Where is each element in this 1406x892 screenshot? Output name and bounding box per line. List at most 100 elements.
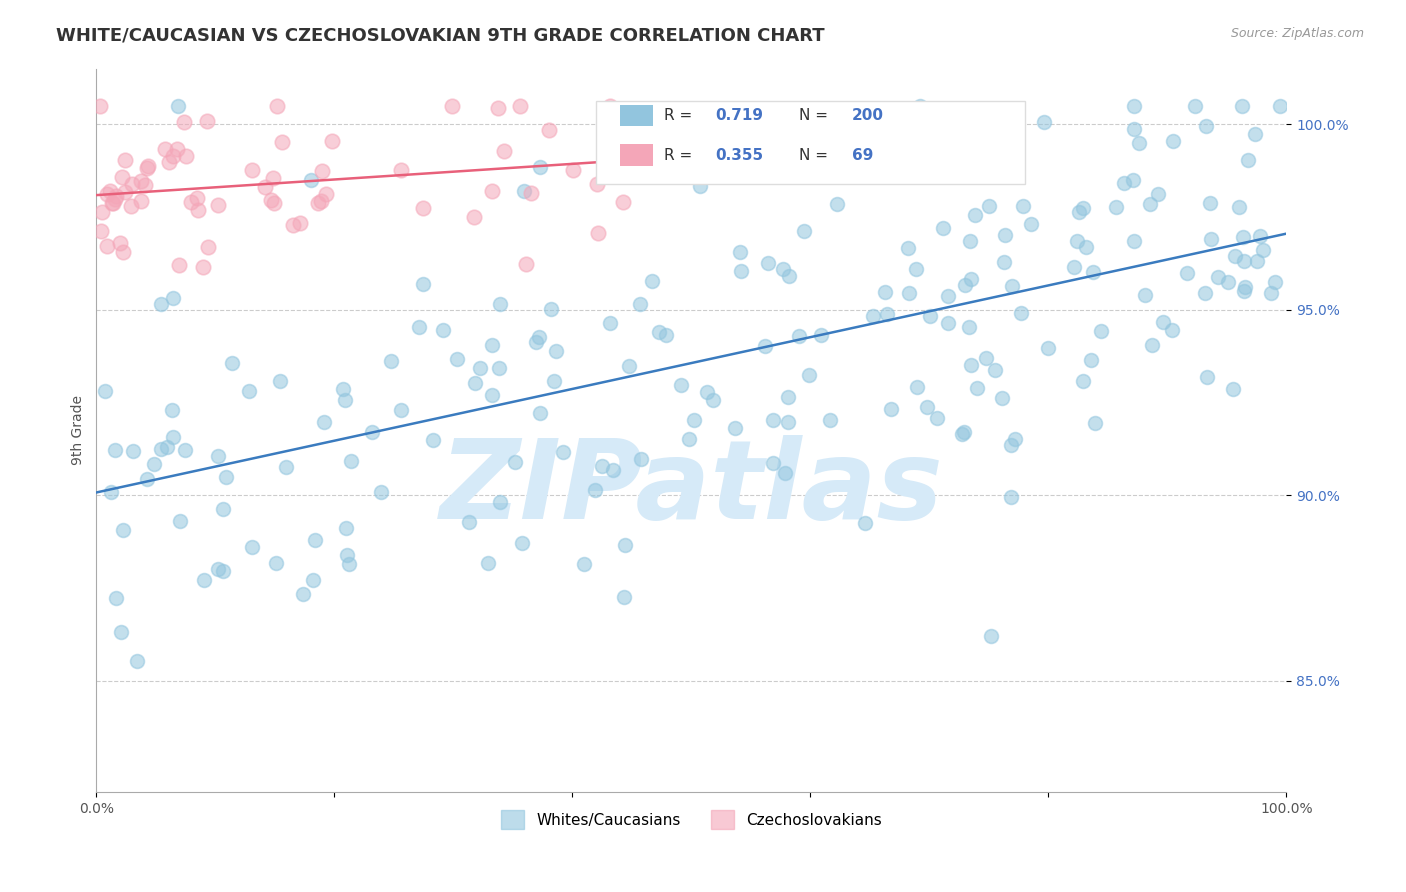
Point xyxy=(1071,375,1094,389)
Point xyxy=(876,307,898,321)
Point xyxy=(730,263,752,277)
Point xyxy=(953,425,976,439)
Point xyxy=(1071,201,1094,215)
Point xyxy=(1195,120,1218,134)
Point xyxy=(613,591,636,605)
Point xyxy=(1004,433,1026,447)
Point xyxy=(122,444,145,458)
Point xyxy=(309,194,332,208)
Point xyxy=(762,413,785,427)
Point xyxy=(1249,228,1271,243)
Point xyxy=(153,142,176,156)
Point xyxy=(1122,122,1144,136)
Text: N =: N = xyxy=(799,148,832,163)
Point xyxy=(110,624,132,639)
Point xyxy=(263,196,285,211)
Point xyxy=(689,178,711,193)
Text: ZIPatlas: ZIPatlas xyxy=(440,434,943,541)
Point xyxy=(370,484,392,499)
Point xyxy=(240,163,263,178)
Point xyxy=(481,337,503,351)
Point xyxy=(312,415,335,429)
Point xyxy=(1112,176,1135,190)
Point xyxy=(104,442,127,457)
Point xyxy=(135,161,157,176)
Point xyxy=(207,562,229,576)
Y-axis label: 9th Grade: 9th Grade xyxy=(72,395,86,466)
Point xyxy=(489,495,512,509)
Point xyxy=(724,421,747,435)
Point xyxy=(332,383,354,397)
Point xyxy=(920,309,942,323)
Point xyxy=(1032,114,1054,128)
Point xyxy=(630,451,652,466)
Point xyxy=(1184,98,1206,112)
Point xyxy=(240,540,263,554)
Point xyxy=(1122,234,1144,248)
Point xyxy=(513,184,536,198)
Point xyxy=(1161,323,1184,337)
Point xyxy=(157,155,180,169)
Point xyxy=(162,149,184,163)
Point xyxy=(1161,134,1184,148)
Point xyxy=(509,99,531,113)
Point xyxy=(1199,232,1222,246)
Point xyxy=(957,319,980,334)
Point xyxy=(96,239,118,253)
Point xyxy=(361,425,384,439)
Text: 69: 69 xyxy=(852,148,873,163)
Point xyxy=(1122,173,1144,187)
Point xyxy=(991,391,1014,405)
Point xyxy=(925,411,948,425)
Point xyxy=(1222,383,1244,397)
Point xyxy=(302,574,325,588)
Point xyxy=(1122,98,1144,112)
Point xyxy=(1246,254,1268,268)
Point xyxy=(728,244,751,259)
Point xyxy=(1233,253,1256,268)
Text: 0.719: 0.719 xyxy=(716,108,763,123)
Point xyxy=(311,164,333,178)
Point xyxy=(1081,265,1104,279)
FancyBboxPatch shape xyxy=(596,101,1025,185)
Point xyxy=(270,135,292,149)
Point xyxy=(197,114,219,128)
Point xyxy=(515,257,537,271)
Point xyxy=(612,195,634,210)
Point xyxy=(90,204,112,219)
Point xyxy=(94,384,117,399)
Point xyxy=(683,413,706,427)
Point xyxy=(1133,288,1156,302)
Point xyxy=(221,356,243,370)
Point xyxy=(619,122,641,136)
Point xyxy=(494,144,516,158)
Text: WHITE/CAUCASIAN VS CZECHOSLOVAKIAN 9TH GRADE CORRELATION CHART: WHITE/CAUCASIAN VS CZECHOSLOVAKIAN 9TH G… xyxy=(56,27,825,45)
Point xyxy=(150,297,173,311)
Point xyxy=(143,458,166,472)
Point xyxy=(543,374,565,388)
Point xyxy=(778,269,800,284)
Point xyxy=(408,319,430,334)
Point xyxy=(1090,324,1112,338)
Point xyxy=(207,449,229,463)
Point xyxy=(586,177,609,191)
Point xyxy=(519,186,541,200)
Point xyxy=(1128,136,1150,151)
Point xyxy=(524,335,547,350)
Point xyxy=(193,573,215,587)
Point xyxy=(422,434,444,448)
Point xyxy=(412,201,434,215)
Point xyxy=(412,277,434,292)
Point xyxy=(1069,205,1091,219)
Point xyxy=(1152,315,1174,329)
Point xyxy=(1146,187,1168,202)
Point xyxy=(389,162,412,177)
Point xyxy=(173,115,195,129)
Point xyxy=(793,224,815,238)
Legend: Whites/Caucasians, Czechoslovakians: Whites/Caucasians, Czechoslovakians xyxy=(495,804,889,835)
Point xyxy=(671,378,693,392)
Point xyxy=(150,442,173,456)
Point xyxy=(104,591,127,606)
Point xyxy=(114,186,136,200)
FancyBboxPatch shape xyxy=(620,104,654,127)
